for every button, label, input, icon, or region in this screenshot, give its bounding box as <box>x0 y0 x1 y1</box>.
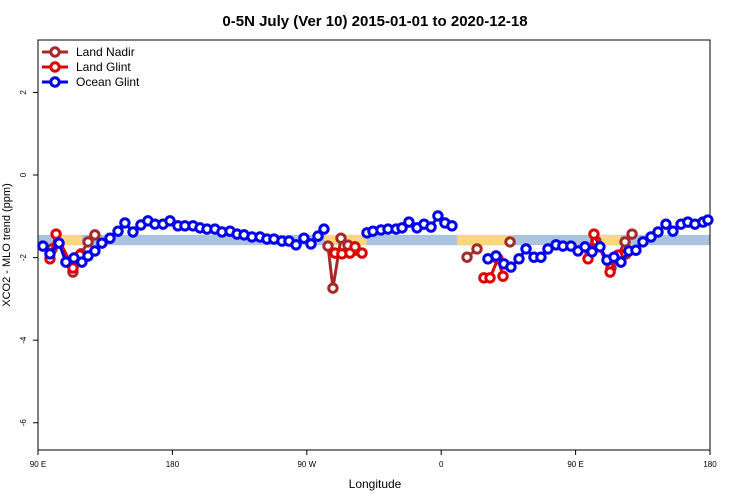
legend-marker <box>49 61 61 73</box>
legend-marker <box>49 46 61 58</box>
x-tick-label: 90 W <box>297 460 316 469</box>
data-point <box>37 240 49 252</box>
data-point <box>112 225 124 237</box>
data-point <box>630 244 642 256</box>
legend-label: Land Glint <box>76 60 131 74</box>
data-point <box>119 217 131 229</box>
data-point <box>425 221 437 233</box>
data-point <box>446 220 458 232</box>
land-band <box>598 234 621 246</box>
data-point <box>290 239 302 251</box>
data-point <box>104 232 116 244</box>
x-axis-label: Longitude <box>349 477 402 491</box>
data-point <box>164 215 176 227</box>
data-point <box>535 251 547 263</box>
data-point <box>127 226 139 238</box>
x-tick-label: 180 <box>166 460 180 469</box>
data-point <box>667 225 679 237</box>
data-point <box>53 237 65 249</box>
data-point <box>432 210 444 222</box>
y-tick-label: 2 <box>19 90 28 95</box>
data-point <box>520 243 532 255</box>
data-point <box>396 222 408 234</box>
data-point <box>82 236 94 248</box>
data-point <box>652 226 664 238</box>
data-point <box>50 228 62 240</box>
legend-label: Ocean Glint <box>76 75 140 89</box>
x-tick-label: 90 E <box>30 460 46 469</box>
data-point <box>594 241 606 253</box>
data-point <box>335 232 347 244</box>
land-band <box>457 234 513 246</box>
data-point <box>504 236 516 248</box>
x-tick-label: 0 <box>439 460 444 469</box>
data-point <box>461 251 473 263</box>
data-point <box>484 272 496 284</box>
data-point <box>298 232 310 244</box>
data-point <box>490 250 502 262</box>
data-point <box>702 214 714 226</box>
ocean-band <box>38 234 710 246</box>
data-point <box>318 223 330 235</box>
y-tick-label: -4 <box>19 336 28 344</box>
data-point <box>67 262 79 274</box>
data-point <box>626 228 638 240</box>
data-point <box>322 240 334 252</box>
data-point <box>349 241 361 253</box>
data-point <box>44 248 56 260</box>
data-point <box>505 261 517 273</box>
data-point <box>604 266 616 278</box>
data-point <box>76 256 88 268</box>
data-point <box>660 218 672 230</box>
data-point <box>586 246 598 258</box>
data-point <box>471 243 483 255</box>
data-point <box>615 256 627 268</box>
data-point <box>619 236 631 248</box>
data-point <box>403 216 415 228</box>
y-axis-label: XCO2 - MLO trend (ppm) <box>1 183 13 306</box>
data-point <box>96 237 108 249</box>
legend-marker <box>49 76 61 88</box>
data-point <box>89 229 101 241</box>
x-tick-label: 180 <box>703 460 717 469</box>
legend-label: Land Nadir <box>76 45 135 59</box>
y-tick-label: -2 <box>19 253 28 261</box>
data-point <box>89 245 101 257</box>
data-point <box>356 247 368 259</box>
data-point <box>588 228 600 240</box>
data-point <box>327 282 339 294</box>
y-tick-label: -6 <box>19 419 28 427</box>
x-tick-label: 90 E <box>567 460 583 469</box>
data-point <box>513 253 525 265</box>
data-point <box>637 236 649 248</box>
data-point <box>497 270 509 282</box>
data-point <box>305 238 317 250</box>
land-band <box>59 234 83 246</box>
y-tick-label: 0 <box>19 172 28 177</box>
data-point <box>312 230 324 242</box>
chart-title: 0-5N July (Ver 10) 2015-01-01 to 2020-12… <box>222 13 527 30</box>
